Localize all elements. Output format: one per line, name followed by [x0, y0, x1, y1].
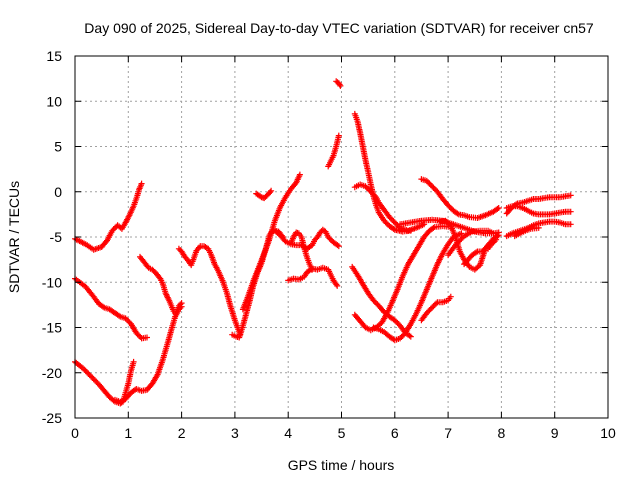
data-track — [349, 263, 414, 340]
data-point — [309, 266, 316, 273]
data-track — [333, 78, 344, 89]
data-point — [125, 318, 132, 325]
data-point — [421, 221, 428, 228]
data-point — [363, 184, 370, 191]
data-point — [81, 366, 88, 373]
x-tick-label: 10 — [600, 425, 616, 441]
data-point — [335, 243, 342, 250]
data-track — [418, 293, 454, 324]
x-tick-label: 4 — [284, 425, 292, 441]
data-point — [490, 230, 497, 237]
x-tick-label: 6 — [391, 425, 399, 441]
x-tick-label: 8 — [498, 425, 506, 441]
data-point — [473, 249, 480, 256]
grid — [75, 56, 608, 418]
data-track — [112, 300, 185, 405]
data-track — [511, 224, 542, 240]
data-point — [367, 188, 374, 195]
y-tick-label: -5 — [50, 229, 63, 245]
x-tick-label: 5 — [338, 425, 346, 441]
data-point — [535, 224, 542, 231]
data-point — [178, 303, 185, 310]
x-tick-label: 0 — [71, 425, 79, 441]
data-track — [503, 218, 574, 240]
data-point — [567, 208, 574, 215]
data-point — [138, 180, 145, 187]
data-point — [494, 233, 501, 240]
data-track — [461, 232, 502, 268]
axis-ticks — [74, 55, 609, 419]
x-tick-label: 7 — [444, 425, 452, 441]
y-tick-label: -15 — [42, 320, 62, 336]
data-track — [503, 203, 574, 218]
data-track — [351, 223, 454, 334]
data-point — [177, 305, 184, 311]
x-tick-label: 1 — [124, 425, 132, 441]
data-point — [88, 373, 94, 380]
x-tick-label: 9 — [551, 425, 559, 441]
y-tick-label: -20 — [42, 365, 62, 381]
x-tick-label: 3 — [231, 425, 239, 441]
data-point — [458, 230, 465, 237]
data-point — [453, 241, 460, 248]
data-track — [72, 275, 150, 342]
x-axis-label: GPS time / hours — [288, 457, 395, 473]
y-tick-label: 5 — [54, 139, 62, 155]
data-point — [116, 312, 122, 319]
data-points — [72, 78, 574, 407]
data-point — [296, 171, 303, 178]
data-track — [72, 180, 145, 253]
data-point — [144, 334, 150, 341]
x-tick-labels: 0 1 2 3 4 5 6 7 8 9 10 — [71, 425, 616, 441]
data-point — [326, 235, 333, 242]
data-point — [268, 187, 275, 194]
data-point — [267, 189, 274, 196]
data-track — [175, 243, 244, 338]
data-track — [271, 226, 342, 252]
y-tick-label: 15 — [46, 48, 62, 64]
data-track — [445, 227, 497, 259]
data-track — [287, 229, 316, 273]
y-axis-label: SDTVAR / TECUs — [6, 181, 22, 293]
y-tick-label: 10 — [46, 93, 62, 109]
data-track — [351, 110, 414, 235]
y-tick-label: -25 — [42, 410, 62, 426]
data-point — [337, 82, 344, 89]
data-point — [399, 332, 406, 339]
data-point — [407, 333, 414, 340]
data-point — [334, 282, 341, 289]
data-point — [567, 192, 574, 199]
data-point — [334, 242, 341, 249]
data-point — [567, 221, 574, 228]
y-tick-label: -10 — [42, 274, 62, 290]
data-point — [90, 376, 97, 383]
data-track — [325, 132, 342, 170]
data-point — [257, 193, 264, 200]
data-point — [406, 332, 413, 339]
data-point — [85, 370, 92, 377]
data-track — [351, 181, 428, 234]
x-tick-label: 2 — [178, 425, 186, 441]
y-tick-label: 0 — [54, 184, 62, 200]
data-point — [100, 303, 106, 310]
data-point — [390, 225, 397, 232]
data-point — [391, 317, 398, 324]
data-point — [495, 232, 502, 239]
data-point — [335, 132, 342, 139]
data-track — [239, 171, 303, 313]
chart-title: Day 090 of 2025, Sidereal Day-to-day VTE… — [84, 20, 594, 36]
data-track — [253, 187, 275, 202]
data-point — [494, 205, 501, 212]
data-point — [130, 358, 137, 365]
data-point — [156, 274, 163, 281]
data-track — [137, 253, 185, 318]
data-point — [495, 205, 502, 211]
data-point — [433, 300, 440, 307]
data-point — [447, 293, 454, 300]
y-tick-labels: 15 10 5 0 -5 -10 -15 -20 -25 — [42, 48, 62, 426]
data-track — [418, 176, 502, 221]
